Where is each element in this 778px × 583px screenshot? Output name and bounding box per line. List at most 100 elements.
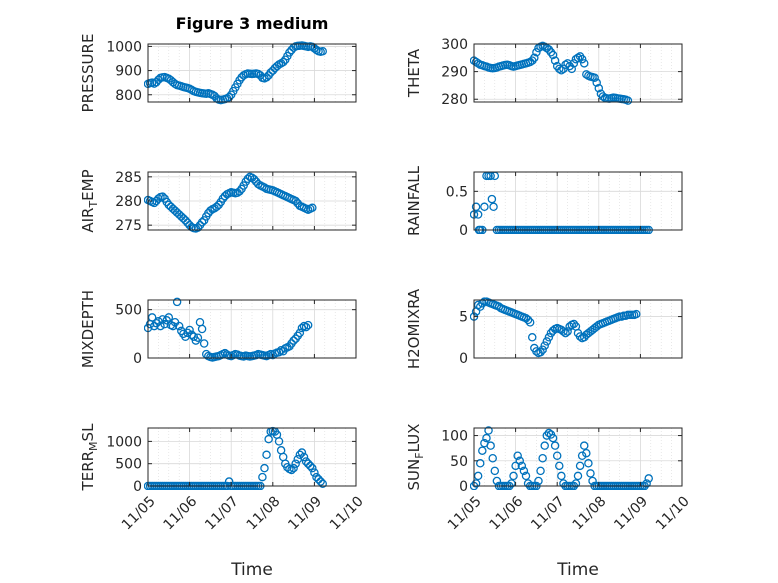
air-temp-point — [249, 174, 259, 184]
rainfall-axes-box — [473, 171, 683, 231]
pressure-point — [224, 92, 234, 102]
theta-point — [530, 53, 539, 63]
terr-msl-point — [258, 472, 267, 482]
air-temp-point — [212, 202, 221, 212]
rainfall-y-tick-label: 0 — [459, 223, 468, 239]
pressure-y-tick-label: 1000 — [106, 39, 142, 55]
h2omixra-point — [538, 345, 547, 354]
rainfall-point — [473, 210, 483, 219]
sun-flux-point — [582, 448, 591, 458]
theta-point — [594, 83, 604, 93]
h2omixra-point — [540, 341, 549, 350]
sun-flux-point — [519, 466, 529, 476]
theta-point — [579, 59, 589, 68]
pressure-axes-box — [147, 43, 357, 103]
mixdepth-point — [197, 324, 207, 334]
terr-msl-point — [291, 459, 300, 468]
theta-point — [550, 56, 560, 65]
terr-msl-point — [299, 452, 309, 462]
sun-flux-axes-box — [473, 427, 683, 487]
theta-point — [534, 43, 543, 53]
sun-flux-y-tick-label: 100 — [441, 429, 468, 445]
sun-flux-point — [492, 476, 502, 486]
h2omixra-y-tick-label: 0 — [459, 351, 468, 367]
sun-flux-point — [482, 433, 491, 443]
sun-flux-x-tick-label: 11/08 — [570, 493, 610, 533]
air-temp-y-tick-label: 285 — [115, 170, 142, 186]
h2omixra-y-tick-label: 5 — [459, 310, 468, 326]
sun-flux-point — [538, 454, 547, 463]
sun-flux-point — [642, 479, 651, 488]
terr-msl-x-tick-label: 11/09 — [285, 493, 325, 533]
pressure-point — [278, 57, 288, 67]
pressure-y-tick-label: 900 — [115, 64, 142, 80]
terr-msl-panel: 0 500 1000 11/05 11/06 11/07 11/08 11/09 11/10 TE… — [79, 423, 367, 580]
sun-flux-point — [471, 479, 481, 488]
sun-flux-xlabel: Time — [556, 560, 599, 580]
mixdepth-point — [301, 322, 311, 332]
theta-y-tick-label: 300 — [441, 37, 468, 53]
terr-msl-point — [310, 468, 319, 477]
sun-flux-point — [484, 426, 493, 435]
mixdepth-axes-box — [147, 299, 357, 359]
theta-point — [577, 54, 587, 64]
air-temp-point — [253, 179, 263, 189]
mixdepth-point — [193, 333, 203, 342]
theta-point — [555, 64, 564, 74]
h2omixra-axes-box — [473, 299, 683, 359]
sun-flux-point — [511, 461, 520, 471]
sun-flux-point — [490, 466, 500, 476]
terr-msl-y-tick-label: 0 — [133, 479, 142, 495]
mixdepth-point — [199, 339, 209, 348]
pressure-point — [318, 47, 327, 56]
air-temp-point — [291, 196, 300, 206]
sun-flux-point — [588, 476, 597, 486]
terr-msl-point — [297, 448, 307, 457]
rainfall-point — [480, 202, 489, 212]
h2omixra-panel: 0 5 H2OMIXRA — [405, 288, 683, 369]
sun-flux-point — [517, 461, 527, 471]
theta-point — [573, 53, 583, 63]
pressure-y-tick-label: 800 — [115, 88, 142, 104]
mixdepth-ylabel: MIXDEPTH — [79, 290, 97, 368]
sun-flux-point — [540, 441, 549, 450]
terr-msl-point — [287, 465, 296, 475]
h2omixra-point — [569, 319, 579, 329]
theta-axes-box — [473, 43, 683, 103]
pressure-point — [285, 48, 294, 57]
rainfall-point — [487, 194, 497, 204]
h2omixra-point — [542, 337, 552, 346]
h2omixra-point — [536, 347, 545, 357]
air-temp-point — [181, 216, 190, 225]
sun-flux-x-tick-label: 11/10 — [653, 493, 693, 533]
air-temp-point — [206, 206, 215, 215]
terr-msl-point — [274, 437, 284, 446]
h2omixra-point — [631, 309, 641, 319]
air-temp-ylabel: AIRTEMP — [79, 169, 100, 232]
terr-msl-point — [295, 450, 305, 460]
terr-msl-ylabel: TERRMSL — [79, 423, 100, 492]
sun-flux-point — [579, 441, 589, 450]
sun-flux-point — [513, 451, 522, 460]
terr-msl-point — [260, 463, 269, 473]
air-temp-series — [144, 172, 317, 233]
sun-flux-point — [573, 471, 583, 481]
mixdepth-point — [289, 336, 298, 345]
mixdepth-point — [185, 325, 194, 335]
theta-y-tick-label: 290 — [441, 65, 468, 81]
theta-point — [569, 59, 579, 68]
sun-flux-point — [575, 461, 585, 471]
terr-msl-x-tick-label: 11/06 — [160, 493, 200, 533]
air-temp-point — [243, 174, 253, 184]
theta-plot-area — [474, 44, 682, 102]
sun-flux-point — [586, 469, 595, 478]
terr-msl-point — [305, 461, 315, 471]
terr-msl-x-tick-label: 11/07 — [202, 493, 242, 533]
theta-point — [567, 64, 577, 74]
sun-flux-x-tick-label: 11/06 — [486, 493, 526, 533]
h2omixra-point — [559, 327, 568, 336]
terr-msl-point — [283, 463, 292, 472]
mixdepth-point — [174, 321, 184, 331]
sun-flux-point — [555, 461, 564, 471]
